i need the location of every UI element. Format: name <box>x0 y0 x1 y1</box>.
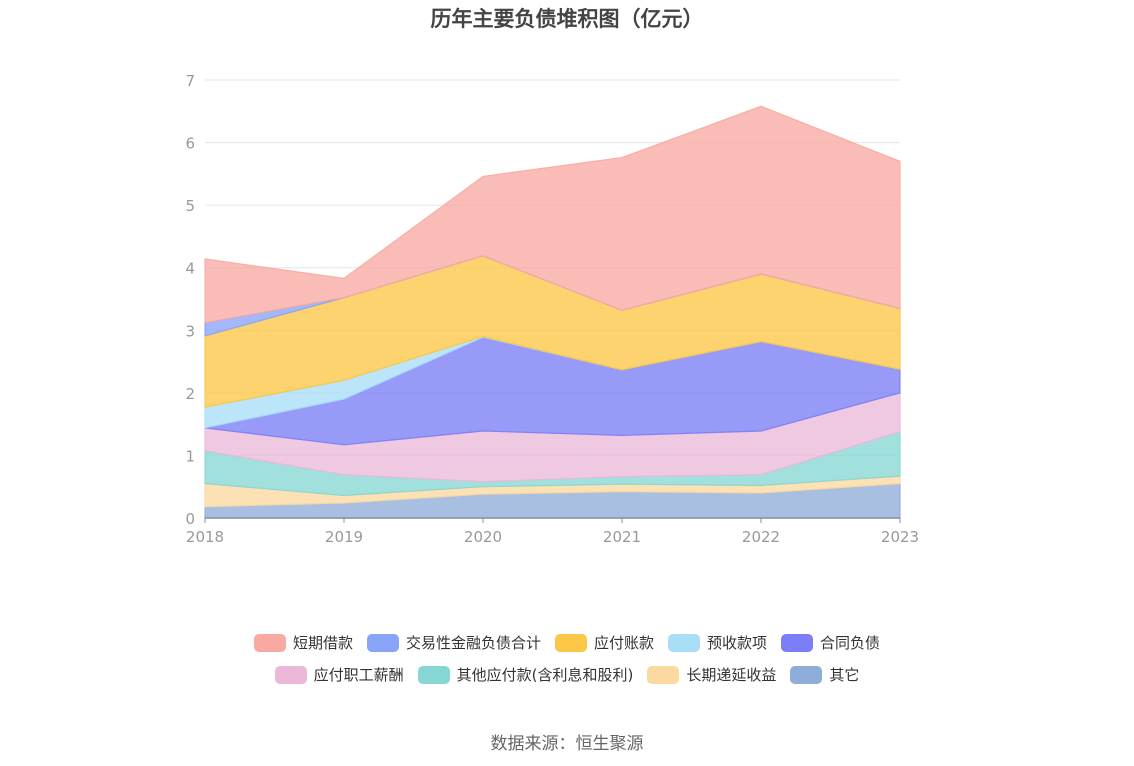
legend-swatch <box>781 633 814 652</box>
legend-swatch <box>554 633 587 652</box>
data-source-note: 数据来源：恒生聚源 <box>490 734 644 754</box>
area-短期借款 <box>204 105 901 324</box>
legend-label: 其他应付款(含利息和股利) <box>456 666 634 684</box>
y-tick-label: 1 <box>185 447 195 465</box>
legend-label: 合同负债 <box>820 634 881 652</box>
legend-label: 交易性金融负债合计 <box>405 634 541 652</box>
legend-label: 短期借款 <box>292 634 353 652</box>
y-tick-label: 7 <box>185 72 195 90</box>
legend-label: 长期递延收益 <box>686 666 777 684</box>
legend-swatch <box>417 665 450 684</box>
legend-item[interactable]: 应付职工薪酬 <box>274 664 404 685</box>
legend-row: 应付职工薪酬 其他应付款(含利息和股利) 长期递延收益 其它 <box>0 664 1134 685</box>
x-tick-label: 2018 <box>186 528 224 546</box>
legend-item[interactable]: 短期借款 <box>253 632 353 653</box>
legend-swatch <box>647 665 680 684</box>
legend-label: 预收款项 <box>707 634 768 652</box>
legend-swatch <box>253 633 286 652</box>
legend-item[interactable]: 应付账款 <box>554 632 654 653</box>
y-tick-label: 0 <box>185 510 195 528</box>
stacked-area-chart: 0 1 2 3 4 5 6 7 2018 2019 2020 2021 2022 2023 <box>185 72 919 546</box>
x-tick-label: 2021 <box>603 528 641 546</box>
y-tick-label: 2 <box>185 385 195 403</box>
legend-label: 应付职工薪酬 <box>313 666 404 684</box>
legend-row: 短期借款 交易性金融负债合计 应付账款 预收款项 合同负债 <box>0 632 1134 653</box>
legend-item[interactable]: 预收款项 <box>668 632 767 653</box>
axes: 0 1 2 3 4 5 6 7 2018 2019 2020 2021 2022 2023 <box>185 72 919 546</box>
x-tick-label: 2019 <box>325 528 363 546</box>
y-tick-label: 4 <box>185 260 195 278</box>
chart-title: 历年主要负债堆积图（亿元） <box>430 7 704 31</box>
area-series <box>204 105 901 519</box>
x-tick-label: 2022 <box>742 528 780 546</box>
y-tick-label: 6 <box>185 135 195 153</box>
legend-item[interactable]: 交易性金融负债合计 <box>366 632 541 653</box>
legend-item[interactable]: 其他应付款(含利息和股利) <box>417 664 634 685</box>
y-tick-label: 3 <box>185 322 195 340</box>
y-tick-label: 5 <box>185 197 195 215</box>
legend-label: 其它 <box>829 666 860 684</box>
legend-swatch <box>274 665 307 684</box>
legend-item[interactable]: 其它 <box>790 664 859 685</box>
legend-swatch <box>366 633 399 652</box>
legend-item[interactable]: 长期递延收益 <box>647 664 776 685</box>
legend-swatch <box>790 665 823 684</box>
legend: 短期借款 交易性金融负债合计 应付账款 预收款项 合同负债 应付职工薪酬 其他应付款(含利… <box>0 632 1134 696</box>
x-tick-label: 2023 <box>881 528 919 546</box>
legend-label: 应付账款 <box>593 634 654 652</box>
legend-swatch <box>668 633 700 652</box>
legend-item[interactable]: 合同负债 <box>781 632 880 653</box>
x-tick-label: 2020 <box>464 528 502 546</box>
